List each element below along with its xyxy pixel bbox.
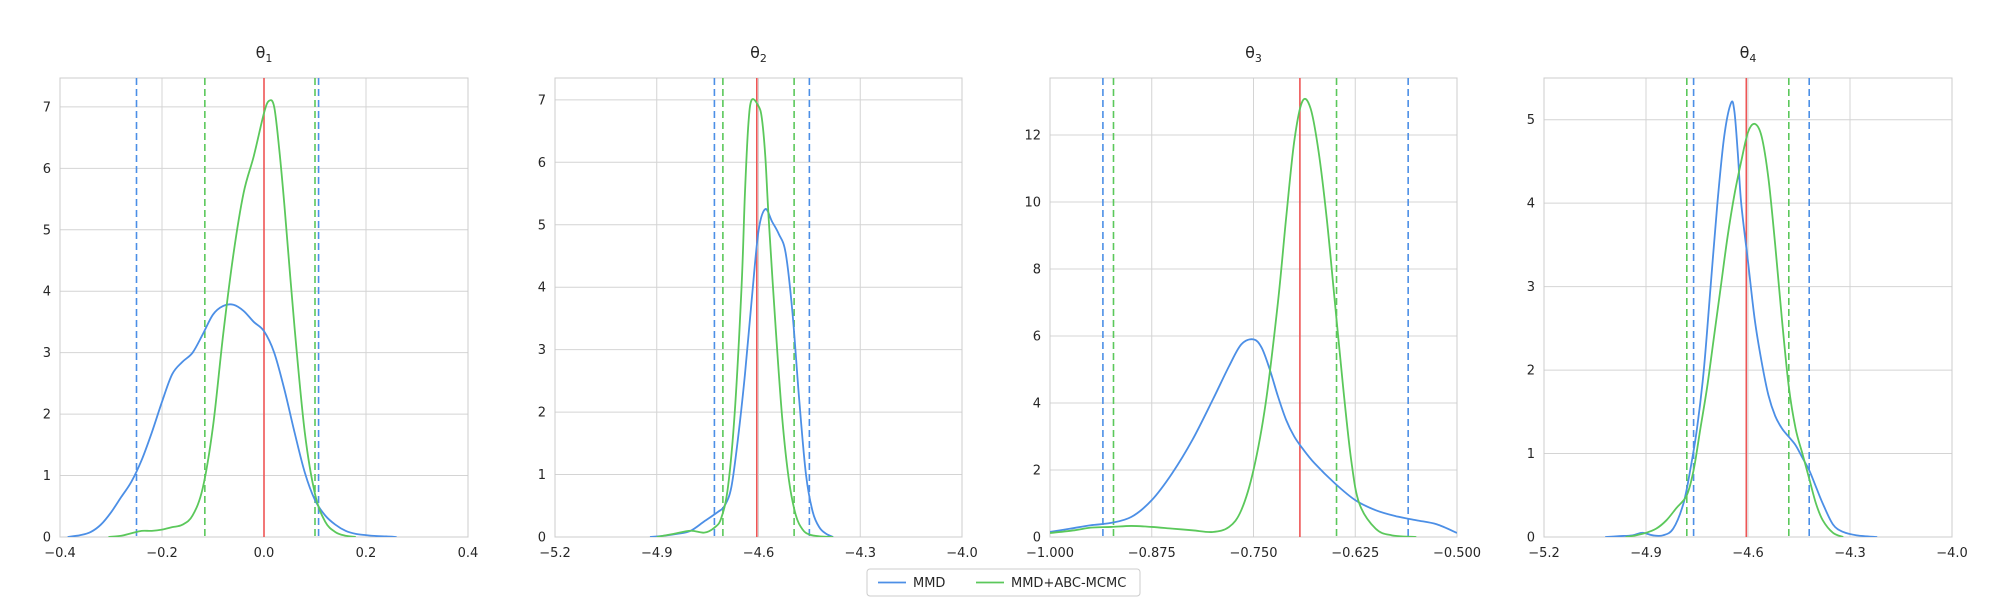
- legend-label-abc: MMD+ABC-MCMC: [1011, 576, 1126, 591]
- y-tick-label: 2: [43, 408, 51, 423]
- x-tick-label: −0.500: [1433, 546, 1481, 561]
- x-tick-label: −0.625: [1331, 546, 1379, 561]
- x-tick-label: −0.4: [44, 546, 76, 561]
- panel-title-symbol: θ: [256, 43, 266, 62]
- y-tick-label: 0: [538, 531, 546, 546]
- mmd-density-curve: [1050, 338, 1457, 534]
- y-tick-label: 3: [43, 346, 51, 361]
- x-tick-label: 0.2: [356, 546, 377, 561]
- panel-title-symbol: θ: [1740, 43, 1750, 62]
- y-tick-label: 1: [43, 469, 51, 484]
- y-tick-label: 6: [538, 156, 546, 171]
- x-tick-label: −4.6: [743, 546, 775, 561]
- y-tick-label: 1: [538, 468, 546, 483]
- x-tick-label: −0.750: [1229, 546, 1277, 561]
- y-tick-label: 3: [538, 343, 546, 358]
- panel-title-subscript: 2: [760, 52, 767, 65]
- y-tick-label: 1: [1527, 447, 1535, 462]
- mmd-density-curve: [1605, 100, 1878, 537]
- y-tick-label: 0: [1527, 531, 1535, 546]
- plot-area: [649, 78, 834, 537]
- y-tick-label: 5: [1527, 113, 1535, 128]
- y-tick-label: 5: [538, 218, 546, 233]
- y-tick-label: 2: [1527, 364, 1535, 379]
- x-tick-label: −5.2: [539, 546, 571, 561]
- panel-title-symbol: θ: [750, 43, 760, 62]
- panel-title-symbol: θ: [1245, 43, 1255, 62]
- y-tick-label: 5: [43, 223, 51, 238]
- y-tick-label: 12: [1024, 128, 1041, 143]
- x-tick-label: −4.9: [641, 546, 673, 561]
- panel-title-subscript: 1: [265, 52, 272, 65]
- y-tick-label: 2: [1033, 463, 1041, 478]
- panel-title: θ3: [1245, 43, 1262, 65]
- axes-frame: [1543, 77, 1953, 538]
- panel-title: θ4: [1740, 43, 1757, 65]
- y-tick-label: 10: [1024, 195, 1041, 210]
- y-tick-label: 7: [43, 100, 51, 115]
- y-tick-label: 0: [1033, 531, 1041, 546]
- y-tick-label: 4: [538, 281, 546, 296]
- panel-title: θ1: [256, 43, 273, 65]
- x-tick-label: −4.6: [1732, 546, 1764, 561]
- panel-title-subscript: 3: [1255, 52, 1262, 65]
- y-tick-label: 6: [43, 162, 51, 177]
- y-tick-label: 6: [1033, 329, 1041, 344]
- mmd-density-curve: [649, 208, 834, 537]
- x-tick-label: 0.0: [254, 546, 275, 561]
- y-tick-label: 7: [538, 93, 546, 108]
- legend-label-mmd: MMD: [913, 576, 945, 591]
- x-tick-label: −4.3: [844, 546, 876, 561]
- x-tick-label: −4.0: [1936, 546, 1968, 561]
- y-tick-label: 0: [43, 531, 51, 546]
- abc-density-curve: [108, 99, 356, 537]
- abc-density-curve: [1050, 98, 1417, 537]
- axes-frame: [554, 77, 963, 538]
- abc-density-curve: [1625, 122, 1844, 537]
- x-tick-label: −0.875: [1128, 546, 1176, 561]
- plot-area: [1605, 78, 1878, 537]
- y-tick-label: 4: [1033, 396, 1041, 411]
- x-tick-label: −4.0: [946, 546, 978, 561]
- panel-theta3: −1.000 −0.875 −0.750 −0.625 −0.500 0 2 4 6 8 10 12 θ…: [1024, 43, 1481, 561]
- y-tick-label: 3: [1527, 280, 1535, 295]
- axes-frame: [1049, 77, 1458, 538]
- panel-title-subscript: 4: [1749, 52, 1756, 65]
- y-tick-label: 8: [1033, 262, 1041, 277]
- plot-area: [67, 78, 397, 537]
- y-tick-label: 2: [538, 406, 546, 421]
- mmd-density-curve: [67, 303, 397, 537]
- x-tick-label: −1.000: [1026, 546, 1074, 561]
- legend: MMD MMD+ABC-MCMC: [866, 568, 1141, 597]
- x-tick-label: 0.4: [458, 546, 479, 561]
- panel-title: θ2: [750, 43, 767, 65]
- x-tick-label: −0.2: [146, 546, 178, 561]
- plot-area: [1050, 78, 1457, 537]
- y-tick-label: 4: [43, 285, 51, 300]
- x-tick-label: −5.2: [1528, 546, 1560, 561]
- x-tick-label: −4.9: [1630, 546, 1662, 561]
- y-tick-label: 4: [1527, 197, 1535, 212]
- x-tick-label: −4.3: [1834, 546, 1866, 561]
- abc-density-curve: [656, 98, 834, 537]
